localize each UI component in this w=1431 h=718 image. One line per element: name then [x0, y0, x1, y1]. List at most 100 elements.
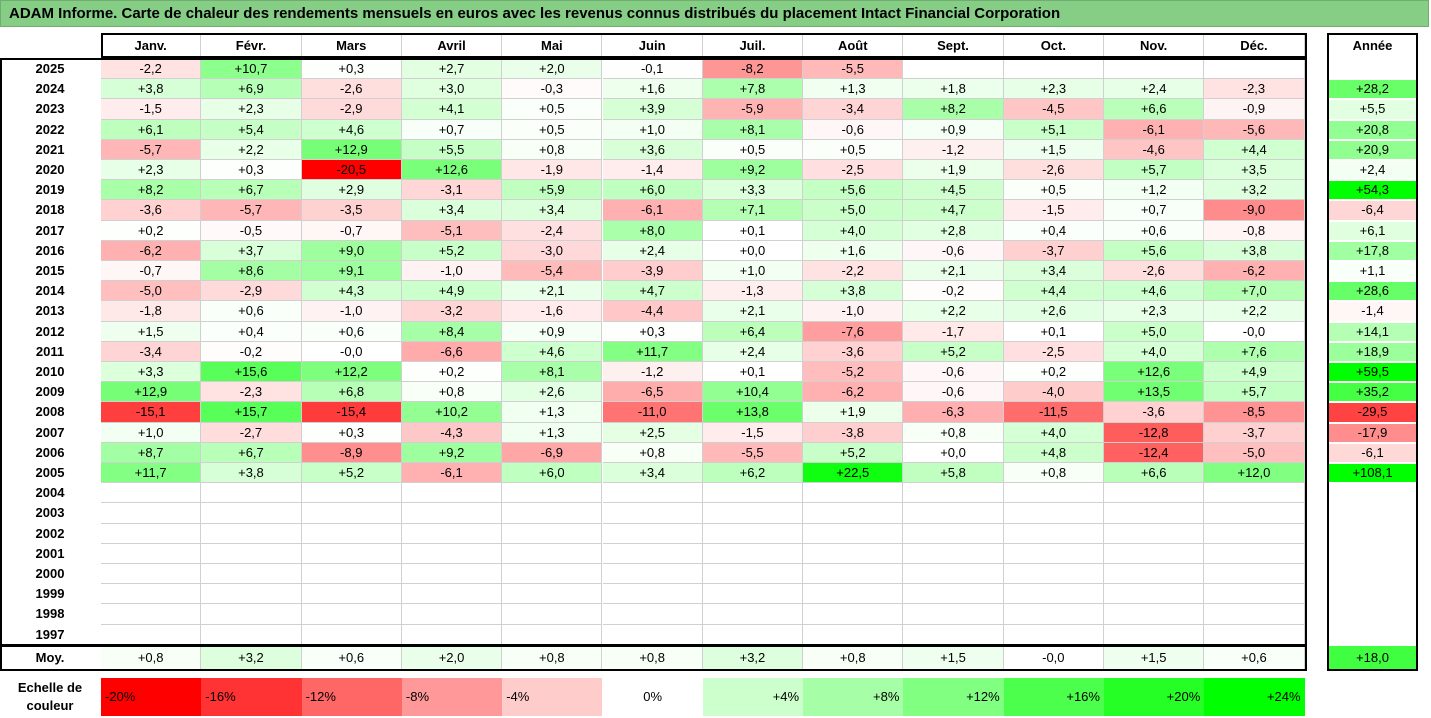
heatmap-cell: +5,2	[903, 341, 1004, 362]
heatmap-cell: -15,4	[301, 402, 402, 423]
heatmap-cell: -6,1	[602, 200, 703, 221]
annual-cell: +2,4	[1328, 161, 1417, 180]
heatmap-cell: +7,0	[1204, 281, 1305, 302]
heatmap-cell: -2,4	[502, 220, 603, 241]
heatmap-cell: -20,5	[301, 160, 402, 181]
legend-swatch: -4%	[502, 678, 603, 716]
heatmap-cell: -1,9	[502, 160, 603, 181]
heatmap-cell: -6,1	[1104, 119, 1205, 140]
heatmap-cell	[201, 624, 302, 645]
heatmap-cell: +0,4	[201, 321, 302, 342]
heatmap-cell: +4,5	[903, 180, 1004, 201]
annual-cell: -6,4	[1328, 201, 1417, 220]
heatmap-cell: +2,4	[1104, 79, 1205, 100]
heatmap-cell: +2,6	[502, 382, 603, 403]
heatmap-cell: +3,8	[201, 463, 302, 484]
heatmap-cell: +0,5	[1003, 180, 1104, 201]
heatmap-cell	[1003, 483, 1104, 504]
heatmap-cell	[1003, 624, 1104, 645]
heatmap-cell: +10,7	[201, 59, 302, 80]
heatmap-cell	[502, 624, 603, 645]
heatmap-cell: +4,9	[401, 281, 503, 302]
row-year-label: 2023	[35, 101, 65, 117]
heatmap-cell: -1,0	[301, 301, 402, 322]
heatmap-cell: -0,2	[903, 281, 1004, 302]
heatmap-cell: +2,2	[903, 301, 1004, 322]
heatmap-cell: -4,0	[1003, 382, 1104, 403]
row-year-label: 2012	[35, 323, 65, 339]
heatmap-cell: +3,4	[1003, 261, 1104, 282]
heatmap-cell: +5,4	[201, 119, 302, 140]
heatmap-cell: +5,6	[803, 180, 904, 201]
heatmap-cell	[101, 624, 202, 645]
heatmap-cell: +7,6	[1204, 341, 1305, 362]
heatmap-cell: +0,9	[903, 119, 1004, 140]
heatmap-cell: +3,4	[502, 200, 603, 221]
annual-cell: +6,1	[1328, 221, 1417, 240]
heatmap-cell: +10,2	[401, 402, 503, 423]
heatmap-cell: +3,8	[101, 79, 202, 100]
heatmap-cell: -2,5	[803, 160, 904, 181]
heatmap-cell: +9,2	[401, 442, 503, 463]
heatmap-cell: +3,3	[702, 180, 804, 201]
heatmap-cell: +1,5	[101, 321, 202, 342]
heatmap-cell: +4,6	[502, 341, 603, 362]
heatmap-cell: +13,5	[1104, 382, 1205, 403]
heatmap-cell: +1,5	[1003, 139, 1104, 160]
heatmap-cell	[301, 543, 402, 564]
column-header: Oct.	[1003, 34, 1104, 58]
heatmap-cell: -2,9	[201, 281, 302, 302]
heatmap-cell: +0,6	[1104, 220, 1205, 241]
heatmap-cell: +1,3	[803, 79, 904, 100]
heatmap-cell: +13,8	[702, 402, 804, 423]
heatmap-cell: -5,5	[702, 442, 804, 463]
heatmap-cell	[1104, 59, 1205, 80]
annual-cell: +54,3	[1328, 181, 1417, 200]
heatmap-cell: +1,6	[803, 240, 904, 261]
heatmap-cell	[401, 523, 503, 544]
heatmap-cell: +0,8	[502, 139, 603, 160]
heatmap-cell: +7,1	[702, 200, 804, 221]
heatmap-cell: +6,4	[702, 321, 804, 342]
heatmap-cell: +4,0	[1003, 422, 1104, 443]
row-year-label: 2018	[35, 202, 65, 218]
heatmap-cell: +6,0	[602, 180, 703, 201]
heatmap-cell	[1003, 564, 1104, 585]
heatmap-cell	[502, 523, 603, 544]
column-header: Juin	[602, 34, 703, 58]
heatmap-cell: +0,3	[301, 59, 402, 80]
row-year-label: 1997	[35, 626, 65, 642]
heatmap-cell: +0,1	[1003, 321, 1104, 342]
row-year-label: 2016	[35, 242, 65, 258]
heatmap-cell: -12,8	[1104, 422, 1205, 443]
heatmap-cell: +9,0	[301, 240, 402, 261]
heatmap-cell	[602, 584, 703, 605]
heatmap-cell: -3,1	[401, 180, 503, 201]
heatmap-cell: +8,2	[101, 180, 202, 201]
heatmap-cell: -6,2	[803, 382, 904, 403]
heatmap-cell: +2,7	[401, 59, 503, 80]
heatmap-cell: -4,4	[602, 301, 703, 322]
heatmap-cell: +0,8	[401, 382, 503, 403]
heatmap-cell: +6,7	[201, 442, 302, 463]
heatmap-cell	[502, 483, 603, 504]
legend-swatch: +12%	[903, 678, 1004, 716]
heatmap-cell: +9,1	[301, 261, 402, 282]
heatmap-cell	[1104, 564, 1205, 585]
heatmap-cell: -1,2	[602, 362, 703, 383]
heatmap-cell: +1,2	[1104, 180, 1205, 201]
heatmap-cell: +4,6	[1104, 281, 1205, 302]
heatmap-cell	[1104, 543, 1205, 564]
legend-label: Echelle de couleur	[17, 680, 83, 713]
heatmap-cell	[702, 483, 804, 504]
heatmap-cell: +5,7	[1104, 160, 1205, 181]
heatmap-cell: +4,7	[903, 200, 1004, 221]
heatmap-cell: -0,7	[301, 220, 402, 241]
heatmap-cell: +4,4	[1204, 139, 1305, 160]
heatmap-cell: +0,8	[903, 422, 1004, 443]
heatmap-cell	[201, 604, 302, 625]
heatmap-cell	[1003, 59, 1104, 80]
heatmap-cell: +0,3	[602, 321, 703, 342]
row-year-label: 2011	[35, 343, 65, 359]
heatmap-cell: +3,9	[602, 99, 703, 120]
